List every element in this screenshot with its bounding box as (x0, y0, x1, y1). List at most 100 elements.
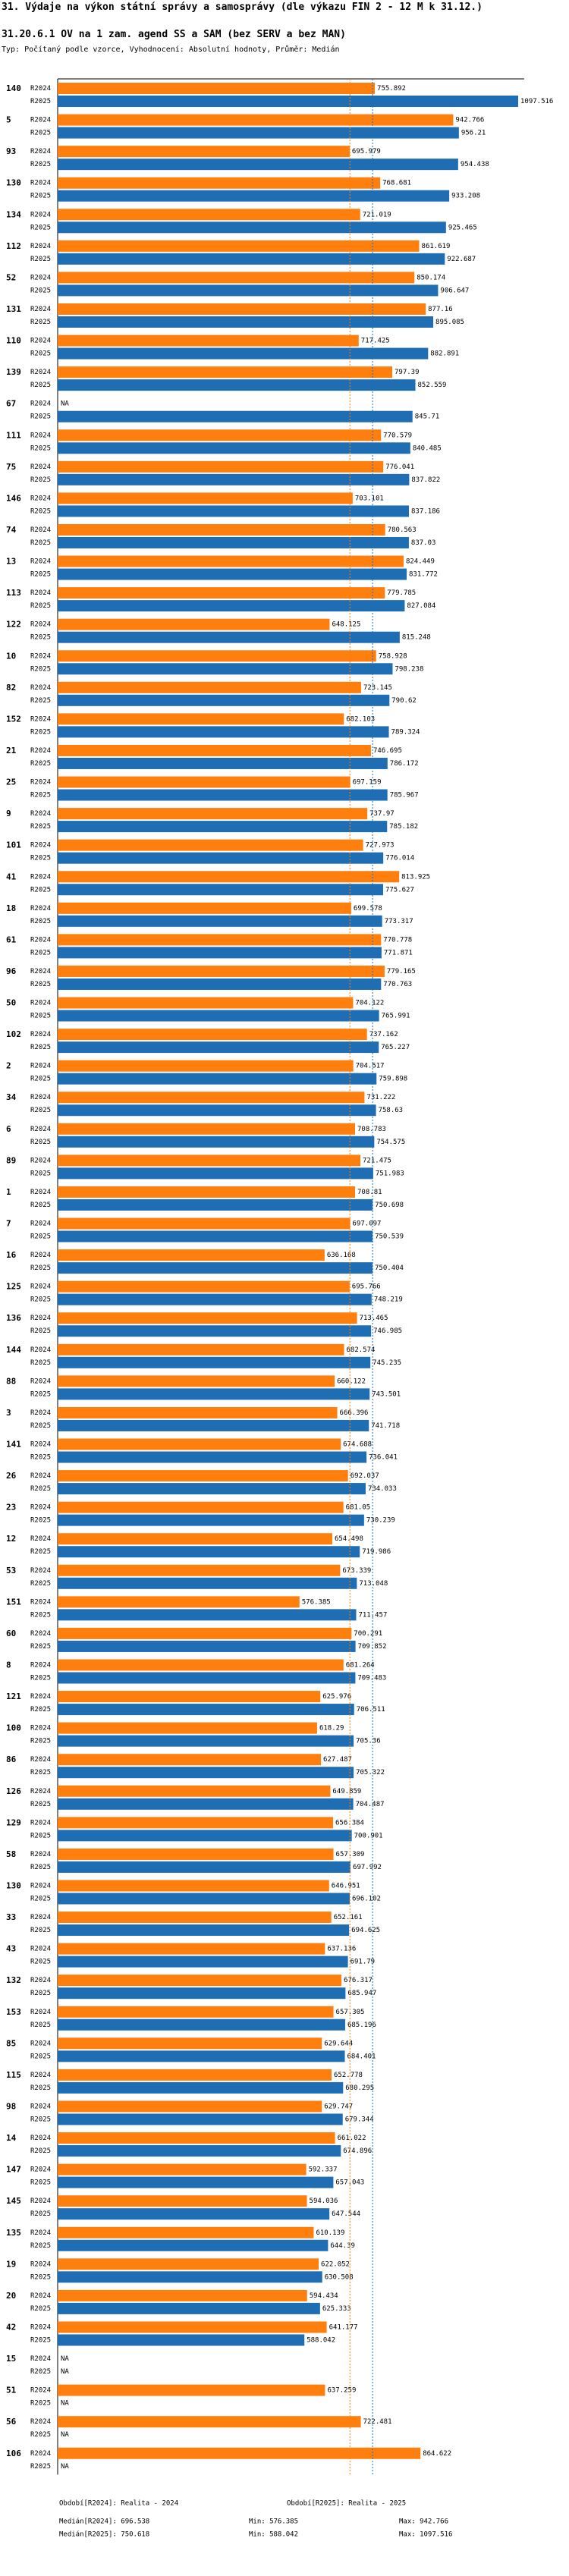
r2025-bar (58, 221, 446, 234)
series-label: R2025 (30, 256, 51, 263)
r2024-bar (58, 934, 382, 946)
r2024-bar (58, 1880, 329, 1892)
data-label: 837.822 (411, 476, 440, 484)
data-label: 770.579 (383, 432, 412, 439)
group-id-label: 20 (6, 2291, 16, 2301)
r2024-bar (58, 1596, 300, 1608)
series-label: R2025 (30, 1864, 51, 1871)
data-label: 785.182 (389, 823, 418, 831)
data-label: 708.81 (357, 1189, 382, 1196)
data-label: 652.778 (334, 2072, 363, 2079)
r2025-bar (58, 1230, 373, 1242)
data-label: 831.772 (409, 571, 438, 579)
group-id-label: 13 (6, 557, 16, 567)
series-label: R2025 (30, 2242, 51, 2250)
group-id-label: 82 (6, 683, 16, 693)
series-label: R2025 (30, 2273, 51, 2281)
data-label: 630.508 (325, 2273, 354, 2281)
r2025-bar (58, 1861, 351, 1873)
r2024-bar (58, 1627, 352, 1639)
r2024-bar (58, 2416, 361, 2428)
r2025-bar (58, 978, 382, 990)
data-label: 681.05 (346, 1504, 371, 1512)
data-label: 660.122 (337, 1378, 366, 1385)
r2025-bar (58, 2050, 345, 2062)
series-label: R2024 (30, 2260, 51, 2268)
data-label: 758.928 (379, 652, 407, 660)
r2024-bar (58, 587, 385, 599)
data-label: 736.041 (369, 1454, 398, 1462)
r2025-bar (58, 1388, 370, 1400)
r2024-bar (58, 1722, 317, 1734)
na-label: NA (61, 2355, 69, 2363)
data-label: 779.785 (387, 589, 416, 597)
r2024-bar (58, 2321, 327, 2333)
data-label: 697.992 (353, 1864, 382, 1871)
r2024-bar (58, 1785, 331, 1797)
data-label: 576.385 (302, 1598, 331, 1606)
r2024-bar (58, 965, 385, 977)
r2025-bar (58, 1924, 350, 1937)
series-label: R2025 (30, 539, 51, 547)
r2024-bar (58, 650, 376, 662)
data-label: 734.033 (368, 1485, 397, 1493)
series-label: R2025 (30, 760, 51, 768)
data-label: 610.139 (316, 2229, 344, 2237)
data-label: 721.019 (363, 211, 391, 218)
r2024-bar (58, 1912, 332, 1924)
series-label: R2024 (30, 2450, 51, 2458)
series-label: R2025 (30, 1675, 51, 1682)
data-label: 895.085 (435, 319, 464, 326)
data-label: 827.084 (407, 602, 435, 610)
r2025-bar (58, 1419, 369, 1431)
data-label: 730.239 (366, 1517, 395, 1525)
data-label: 750.539 (375, 1233, 404, 1241)
group-id-label: 9 (6, 809, 11, 818)
group-id-label: 23 (6, 1503, 16, 1513)
r2024-bar (58, 1659, 344, 1671)
r2025-bar (58, 253, 445, 265)
na-label: NA (61, 2431, 69, 2439)
series-label: R2025 (30, 823, 51, 831)
data-label: 705.322 (356, 1769, 385, 1776)
group-id-label: 10 (6, 651, 16, 661)
data-label: 692.037 (351, 1472, 379, 1480)
group-id-label: 121 (6, 1692, 21, 1701)
data-label: 748.219 (374, 1296, 403, 1304)
data-label: 745.235 (373, 1359, 401, 1367)
group-id-label: 146 (6, 493, 21, 503)
series-label: R2025 (30, 634, 51, 642)
data-label: 695.979 (352, 148, 381, 156)
group-id-label: 53 (6, 1566, 16, 1575)
r2025-bar (58, 1987, 346, 2000)
series-label: R2025 (30, 697, 51, 705)
series-label: R2024 (30, 526, 51, 534)
group-id-label: 153 (6, 2007, 21, 2017)
data-label: 636.168 (327, 1252, 356, 1259)
data-label: 770.778 (383, 936, 412, 944)
series-label: R2024 (30, 243, 51, 250)
series-label: R2025 (30, 1390, 51, 1398)
data-label: 1097.516 (520, 98, 553, 105)
group-id-label: 88 (6, 1376, 16, 1386)
series-label: R2024 (30, 338, 51, 345)
group-id-label: 135 (6, 2228, 21, 2238)
stat-median-2025: Medián[R2025]: 750.618 (59, 2530, 149, 2538)
series-label: R2025 (30, 1076, 51, 1083)
series-label: R2025 (30, 949, 51, 957)
na-label: NA (61, 2368, 69, 2376)
series-label: R2024 (30, 306, 51, 313)
data-label: 779.165 (387, 968, 416, 975)
series-label: R2025 (30, 445, 51, 452)
series-label: R2025 (30, 1139, 51, 1146)
data-label: 697.097 (353, 1220, 382, 1228)
r2024-bar (58, 429, 382, 441)
r2025-bar (58, 1356, 371, 1368)
data-label: 864.622 (423, 2450, 451, 2458)
series-label: R2024 (30, 968, 51, 975)
data-label: 594.434 (310, 2292, 338, 2300)
data-label: 789.324 (391, 728, 420, 736)
series-label: R2025 (30, 1202, 51, 1209)
data-label: 746.985 (373, 1327, 402, 1335)
